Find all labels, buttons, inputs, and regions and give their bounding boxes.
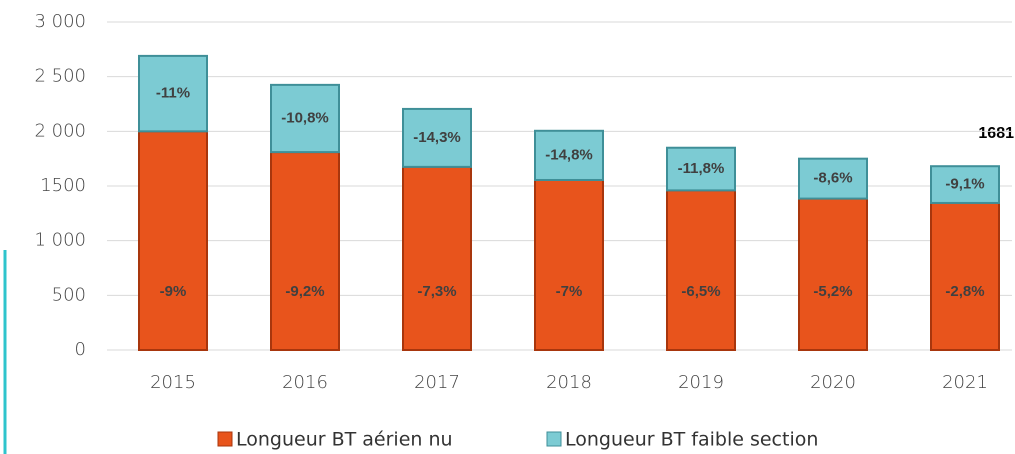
data-label: -9,1% xyxy=(945,176,984,193)
x-tick-label: 2020 xyxy=(810,372,856,393)
bar-segment xyxy=(402,107,472,168)
data-label: -2,8% xyxy=(945,283,984,300)
bar-segment xyxy=(930,201,1000,351)
bar-segment xyxy=(270,151,340,351)
data-label: -10,8% xyxy=(281,109,329,126)
x-tick-label: 2019 xyxy=(678,372,724,393)
y-tick-label: 1 000 xyxy=(34,230,86,251)
data-label: -7% xyxy=(556,283,583,300)
x-tick-label: 2021 xyxy=(942,372,988,393)
x-tick-label: 2017 xyxy=(414,372,460,393)
data-label: -11% xyxy=(156,85,190,102)
bar-segment xyxy=(534,129,604,181)
legend-swatch xyxy=(217,431,233,447)
y-tick-label: 3 000 xyxy=(34,11,86,32)
bar-segment xyxy=(138,130,208,351)
bar-segment xyxy=(138,54,208,133)
y-tick-label: 500 xyxy=(52,284,86,305)
data-label: -5,2% xyxy=(813,283,852,300)
bar-segment xyxy=(666,189,736,351)
data-label: -7,3% xyxy=(417,283,456,300)
bar-segment xyxy=(666,146,736,192)
data-label: -6,5% xyxy=(681,283,720,300)
bar-segment xyxy=(402,165,472,351)
data-label: -8,6% xyxy=(813,170,852,187)
data-label: -14,3% xyxy=(413,129,461,146)
legend-swatch xyxy=(546,431,562,447)
data-label: -9% xyxy=(160,283,187,300)
bar-segment xyxy=(534,178,604,351)
bar-segment xyxy=(270,83,340,154)
bar-segment xyxy=(930,165,1000,204)
y-tick-label: 1500 xyxy=(40,175,86,196)
bar-segment xyxy=(798,197,868,351)
data-label: -14,8% xyxy=(545,146,593,163)
y-tick-label: 0 xyxy=(75,339,86,360)
x-tick-label: 2015 xyxy=(150,372,196,393)
legend-label: Longueur BT faible section xyxy=(565,429,818,451)
bar-segment xyxy=(798,157,868,200)
y-tick-label: 2 000 xyxy=(34,120,86,141)
data-label: -11,8% xyxy=(678,160,725,177)
x-tick-label: 2018 xyxy=(546,372,592,393)
y-tick-label: 2 500 xyxy=(34,66,86,87)
x-tick-label: 2016 xyxy=(282,372,328,393)
total-annotation: 1681 xyxy=(978,125,1014,142)
data-label: -9,2% xyxy=(285,283,324,300)
legend-label: Longueur BT aérien nu xyxy=(236,429,453,451)
